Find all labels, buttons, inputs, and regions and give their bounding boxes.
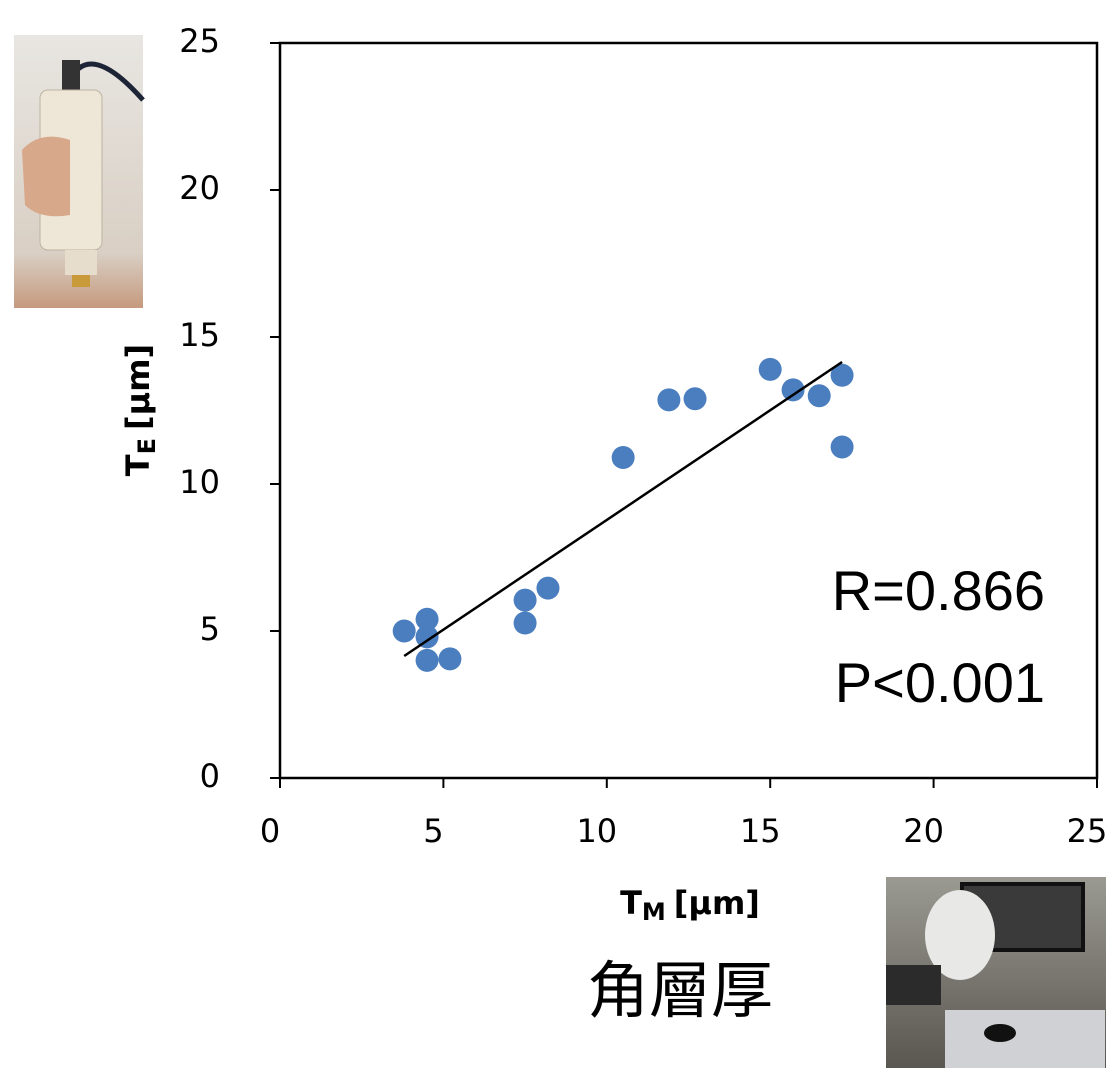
point [393,620,416,643]
point [416,649,439,672]
annotation: R=0.866 [832,559,1045,622]
annotation: P<0.001 [835,651,1045,714]
x-label-unit: [μm] [674,884,760,922]
point [684,387,707,410]
point [808,384,831,407]
x-tick-label: 25 [1067,812,1108,850]
chart: TM[μm] TE[μm] R=0.866 P<0.001 角層厚 051015… [0,0,1119,1068]
y-tick-label: 10 [179,463,220,501]
x-tick-label: 5 [423,812,443,850]
x-tick-label: 10 [576,812,617,850]
point [612,446,635,469]
x-label-sub: M [642,898,666,926]
x-label-main: T [620,884,642,922]
point [536,577,559,600]
point [657,388,680,411]
y-axis-label: TE [μm] [119,344,161,476]
y-tick-label: 20 [179,169,220,207]
caption: 角層厚 [587,954,773,1027]
x-tick-label: 15 [740,812,781,850]
y-tick-label: 25 [179,22,220,60]
y-label-unit: [μm] [119,344,157,430]
x-axis-label: TM [μm] [620,884,760,926]
y-tick-label: 15 [179,316,220,354]
probe-photo [14,35,143,308]
x-tick-label: 0 [260,812,280,850]
point [831,435,854,458]
point [438,647,461,670]
point [514,612,537,635]
trendline [404,362,842,656]
point [514,589,537,612]
y-tick-label: 0 [200,757,220,795]
x-tick-label: 20 [903,812,944,850]
point [759,358,782,381]
y-label-sub: E [133,438,161,454]
y-label-main: T [119,454,157,476]
y-tick-label: 5 [200,610,220,648]
device-photo [886,877,1106,1068]
